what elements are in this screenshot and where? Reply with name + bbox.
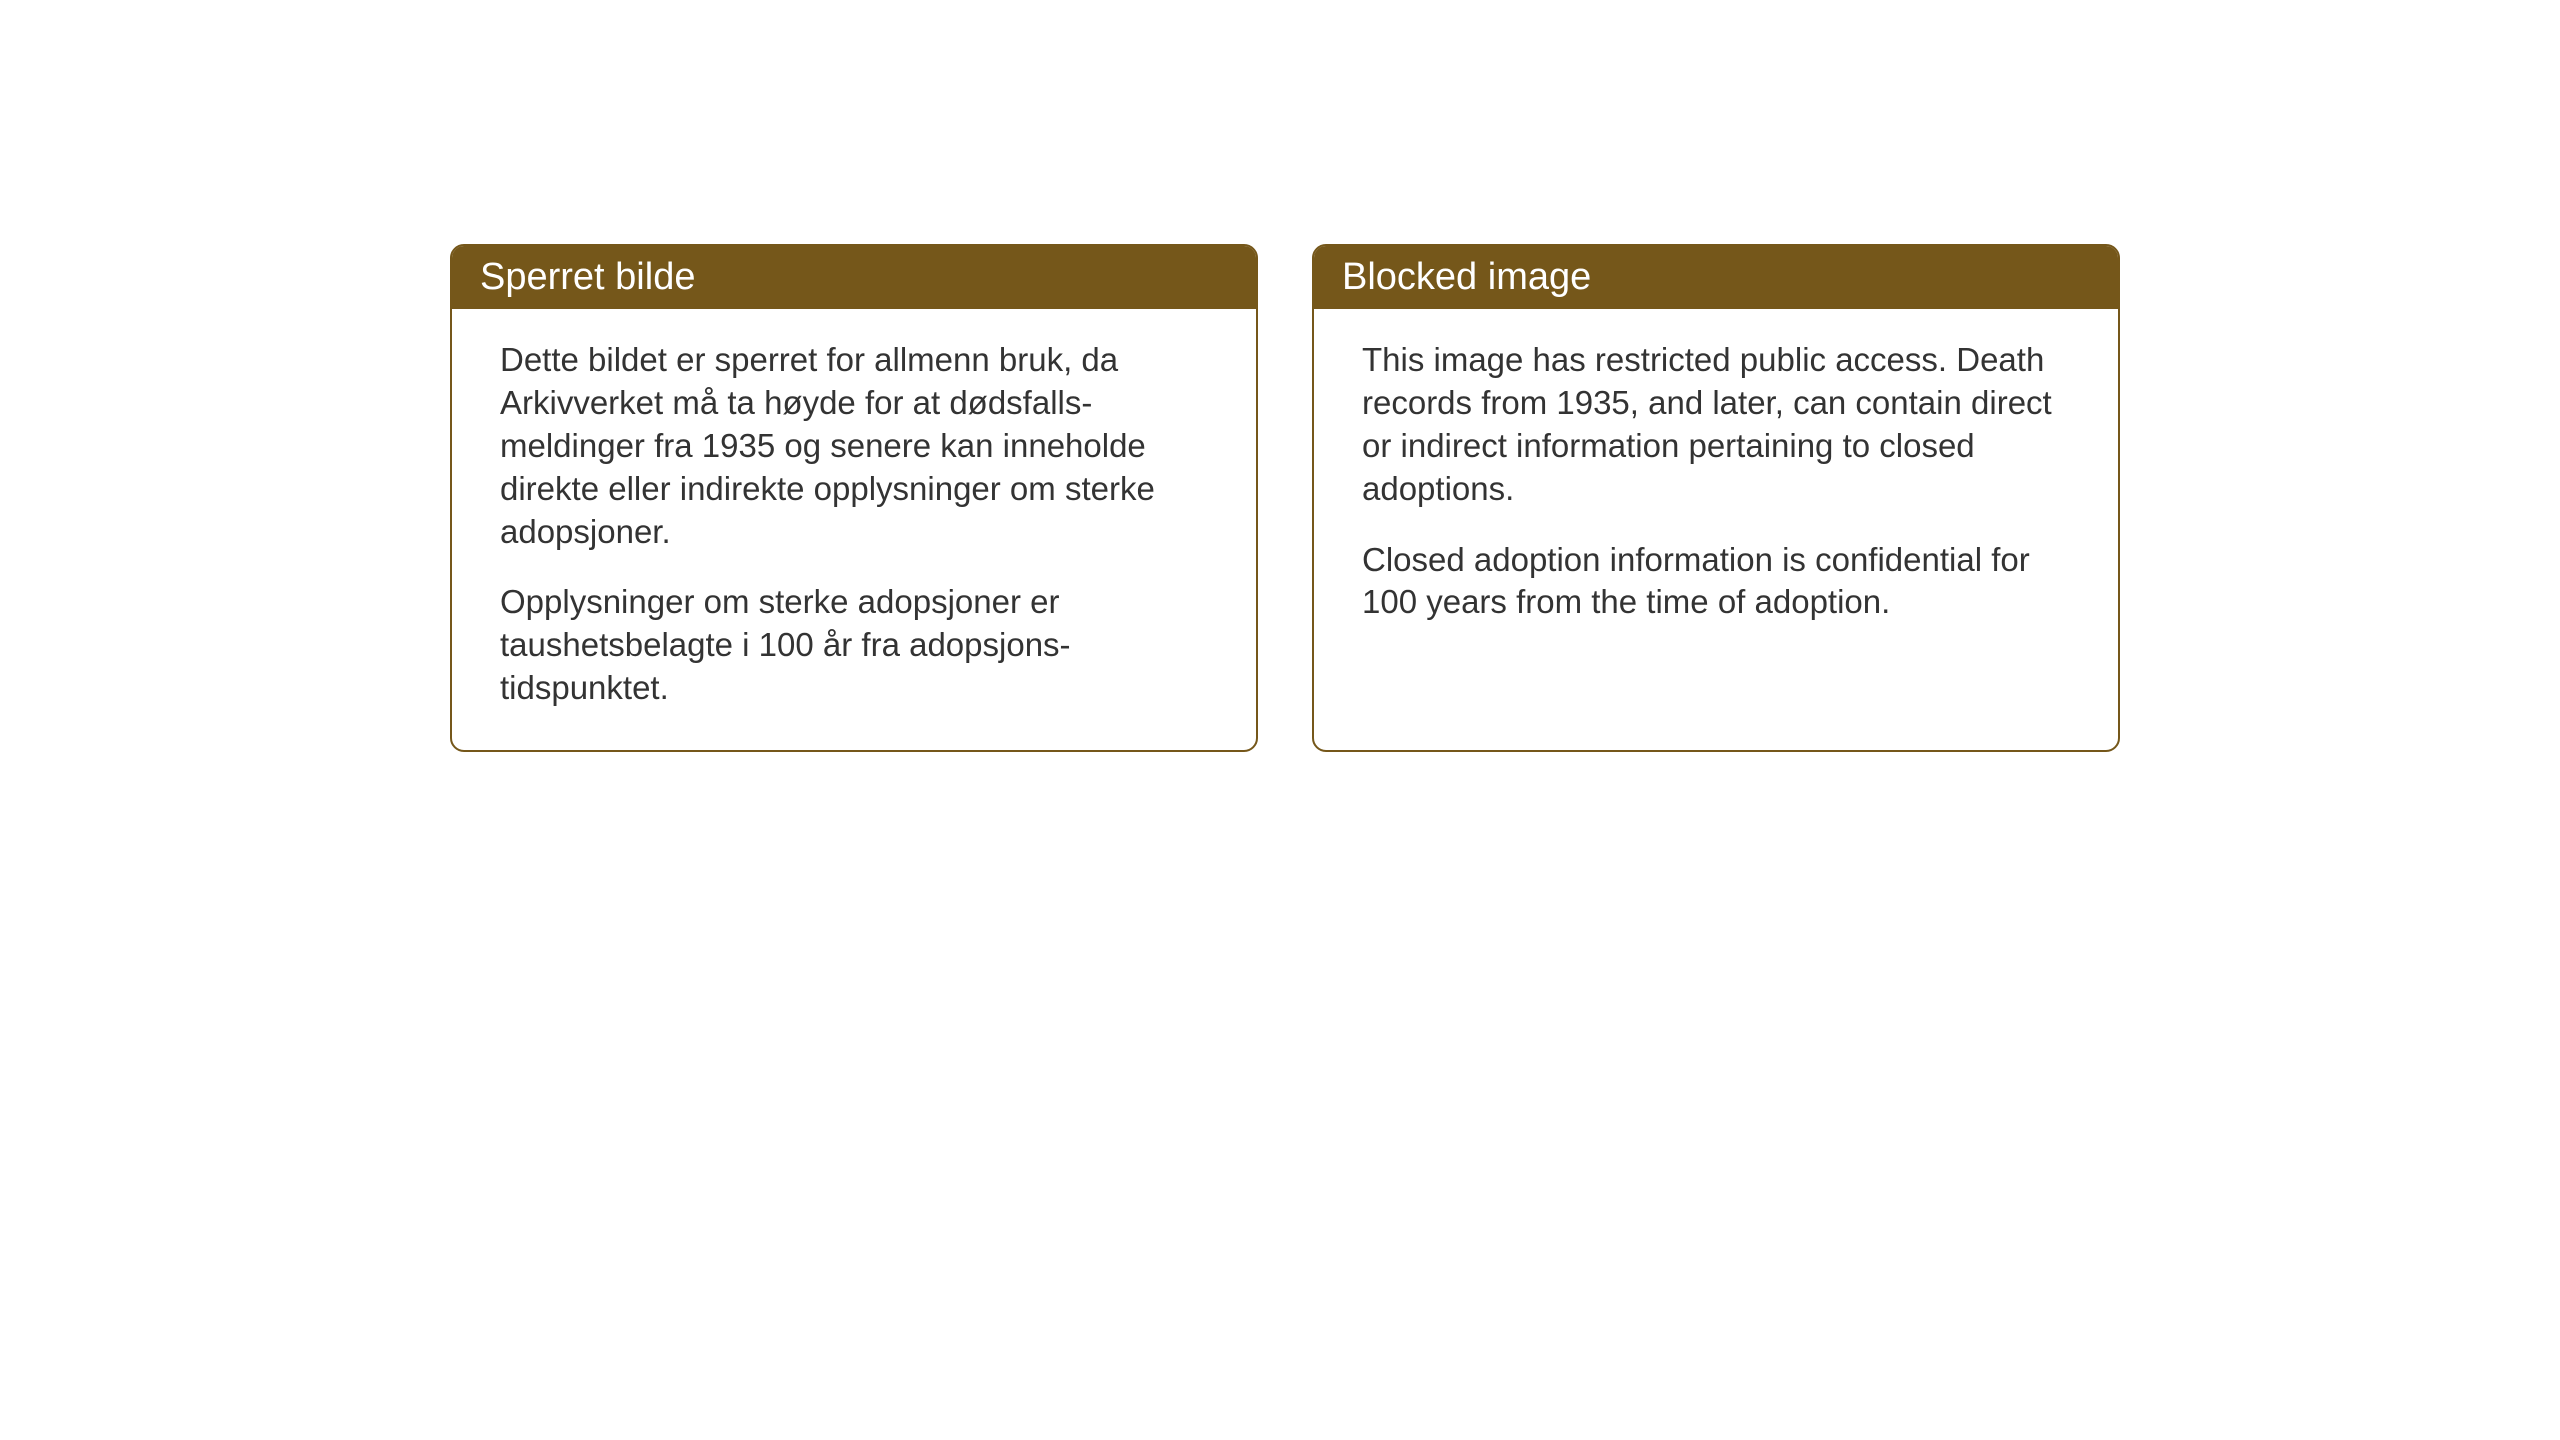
norwegian-paragraph-1: Dette bildet er sperret for allmenn bruk… xyxy=(500,339,1216,553)
english-notice-card: Blocked image This image has restricted … xyxy=(1312,244,2120,752)
english-card-title: Blocked image xyxy=(1314,246,2118,309)
notice-container: Sperret bilde Dette bildet er sperret fo… xyxy=(450,244,2120,752)
english-card-body: This image has restricted public access.… xyxy=(1314,309,2118,664)
norwegian-card-title: Sperret bilde xyxy=(452,246,1256,309)
english-paragraph-1: This image has restricted public access.… xyxy=(1362,339,2078,511)
english-paragraph-2: Closed adoption information is confident… xyxy=(1362,539,2078,625)
norwegian-notice-card: Sperret bilde Dette bildet er sperret fo… xyxy=(450,244,1258,752)
norwegian-paragraph-2: Opplysninger om sterke adopsjoner er tau… xyxy=(500,581,1216,710)
norwegian-card-body: Dette bildet er sperret for allmenn bruk… xyxy=(452,309,1256,750)
